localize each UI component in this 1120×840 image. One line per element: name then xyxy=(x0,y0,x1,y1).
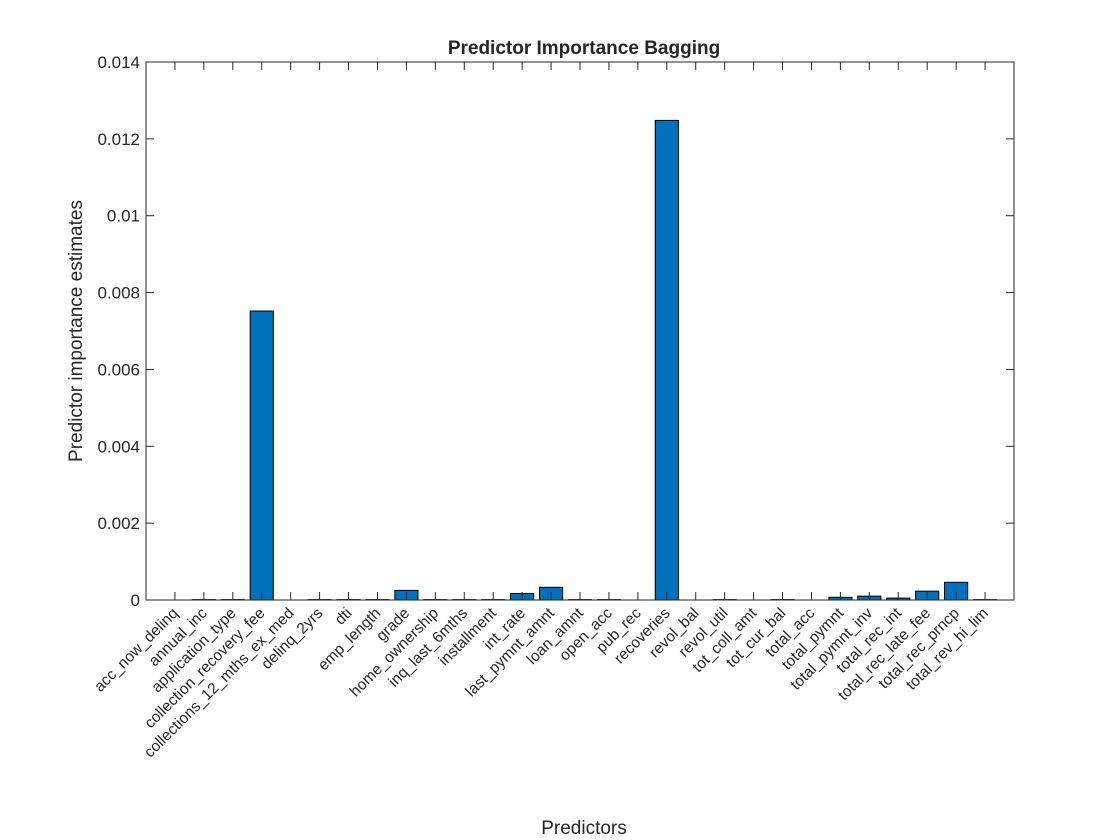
y-axis-label: Predictor importance estimates xyxy=(66,200,87,462)
x-axis-label: Predictors xyxy=(541,818,627,839)
y-axis: 0 0.002 0.004 0.006 0.008 0.01 0.012 0.014 xyxy=(97,53,1014,610)
bar-collection-recovery-fee xyxy=(249,310,274,601)
y-tick-label: 0 xyxy=(131,591,140,610)
y-tick-label: 0.006 xyxy=(97,360,140,379)
bar-recoveries xyxy=(654,119,679,601)
y-tick-label: 0.012 xyxy=(97,130,140,149)
y-tick-label: 0.004 xyxy=(97,437,140,456)
y-tick-label: 0.01 xyxy=(107,207,140,226)
y-tick-label: 0.002 xyxy=(97,514,140,533)
y-tick-label: 0.014 xyxy=(97,53,140,72)
chart-title: Predictor Importance Bagging xyxy=(448,38,720,59)
y-tick-label: 0.008 xyxy=(97,284,140,303)
